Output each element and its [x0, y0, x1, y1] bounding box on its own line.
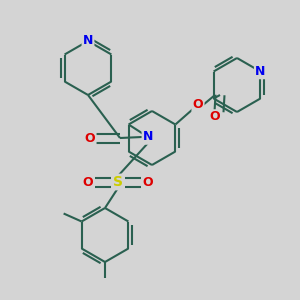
Text: O: O	[83, 176, 93, 188]
Text: O: O	[143, 176, 153, 188]
Text: N: N	[255, 65, 266, 78]
Text: S: S	[113, 175, 123, 189]
Text: O: O	[210, 110, 220, 124]
Text: N: N	[83, 34, 93, 47]
Text: O: O	[193, 98, 203, 112]
Text: N: N	[143, 130, 153, 143]
Text: O: O	[85, 131, 95, 145]
